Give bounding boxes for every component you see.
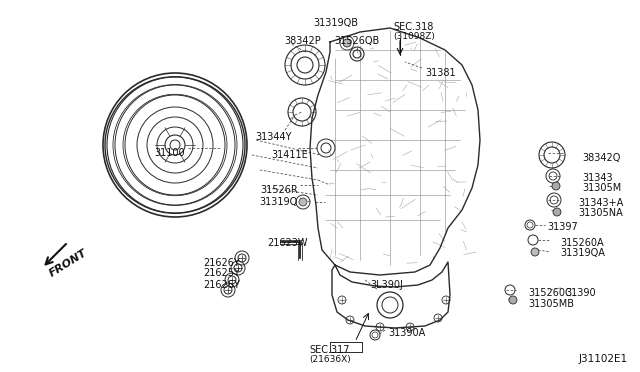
Text: 31305M: 31305M — [582, 183, 621, 193]
Text: 31319QB: 31319QB — [314, 18, 358, 28]
Text: 31381: 31381 — [425, 68, 456, 78]
Text: 315260A: 315260A — [560, 238, 604, 248]
Text: 38342P: 38342P — [285, 36, 321, 46]
Text: 31305NA: 31305NA — [578, 208, 623, 218]
Text: 38342Q: 38342Q — [582, 153, 620, 163]
Text: 31411E: 31411E — [271, 150, 308, 160]
Text: 21625Y: 21625Y — [203, 268, 240, 278]
Text: 31100: 31100 — [154, 148, 185, 158]
Circle shape — [299, 198, 307, 206]
Text: FRONT: FRONT — [47, 248, 89, 279]
Text: 31305MB: 31305MB — [528, 299, 574, 309]
Circle shape — [531, 248, 539, 256]
Text: 31526R: 31526R — [260, 185, 298, 195]
Text: SEC.318: SEC.318 — [393, 22, 433, 32]
Text: J31102E1: J31102E1 — [579, 354, 628, 364]
Circle shape — [509, 296, 517, 304]
Circle shape — [552, 182, 560, 190]
Text: 21626Y: 21626Y — [204, 280, 240, 290]
Text: SEC.317: SEC.317 — [310, 345, 350, 355]
Text: 31343+A: 31343+A — [578, 198, 623, 208]
Text: (21636X): (21636X) — [309, 355, 351, 364]
Text: (31098Z): (31098Z) — [393, 32, 435, 41]
Text: 31319QA: 31319QA — [560, 248, 605, 258]
Text: 31397: 31397 — [547, 222, 578, 232]
Text: 31343: 31343 — [582, 173, 612, 183]
Text: 31344Y: 31344Y — [256, 132, 292, 142]
Text: 31390A: 31390A — [388, 328, 425, 338]
Circle shape — [343, 39, 351, 47]
Text: 21623W: 21623W — [268, 238, 308, 248]
Text: 31526QB: 31526QB — [334, 36, 380, 46]
Text: 3L390J: 3L390J — [370, 280, 403, 290]
Circle shape — [553, 208, 561, 216]
Text: 21626Y: 21626Y — [204, 258, 240, 268]
Text: 31319Q: 31319Q — [260, 197, 298, 207]
Text: 315260C: 315260C — [528, 288, 572, 298]
Text: 31390: 31390 — [565, 288, 596, 298]
